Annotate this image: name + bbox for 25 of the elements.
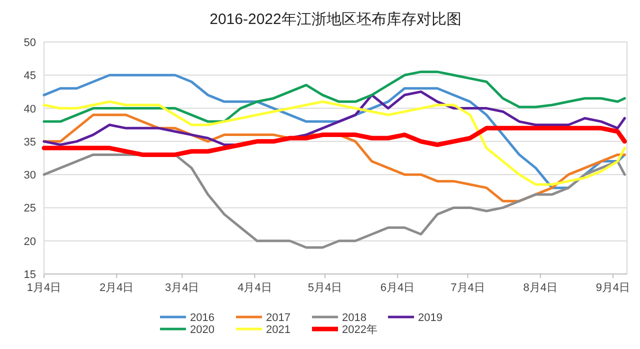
xtick: 6月4日 [380,282,415,294]
legend-label: 2018 [342,312,366,324]
legend-label: 2020 [190,324,214,336]
xtick: 1月4日 [26,282,62,294]
title: 2016-2022年江浙地区坯布库存对比图 [210,11,462,28]
ytick: 20 [24,236,36,248]
legend-label: 2022年 [342,324,378,336]
legend-label: 2021 [266,324,290,336]
xtick: 7月4日 [450,282,485,294]
xtick: 4月4日 [238,282,272,294]
xtick: 9月4日 [596,282,630,294]
ytick: 25 [24,202,36,215]
legend-label: 2017 [266,312,290,324]
xtick: 5月4日 [308,282,342,294]
xtick: 3月4日 [165,282,200,294]
ytick: 50 [24,37,36,49]
ytick: 15 [24,269,36,281]
xtick: 2月4日 [99,282,134,294]
ytick: 30 [24,170,36,182]
ytick: 45 [24,70,36,82]
legend-label: 2019 [418,312,442,324]
ytick: 40 [24,103,36,116]
legend-label: 2016 [190,312,214,324]
ytick: 35 [24,136,36,148]
xtick: 8月4日 [523,282,558,294]
